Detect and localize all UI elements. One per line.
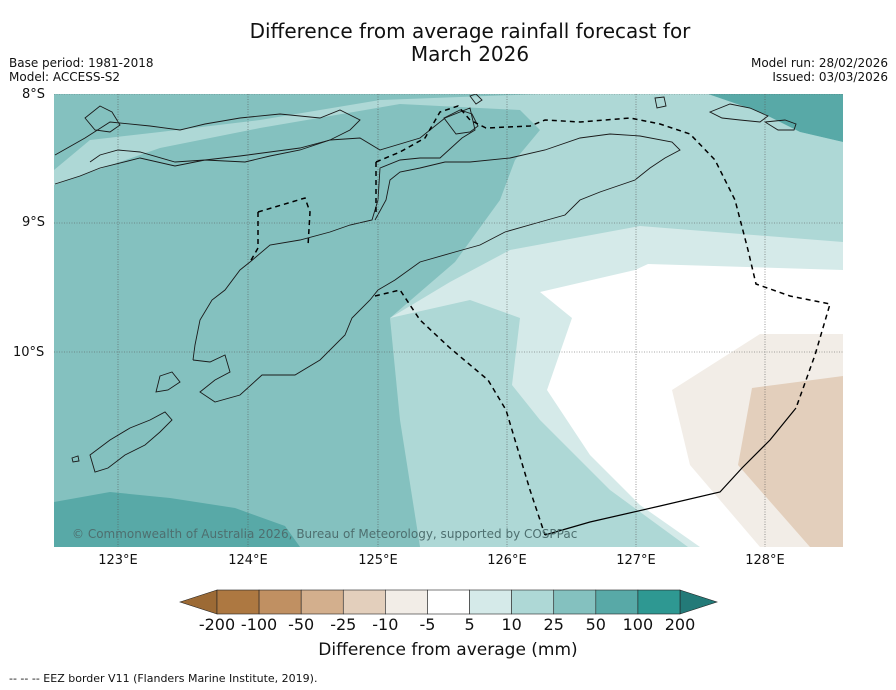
colorbar-tick-label: -10 [372,615,399,634]
lat-label-8s: 8°S [22,87,46,102]
land-border [544,407,797,536]
flores-outline [54,109,361,163]
island-outline-1 [84,105,121,133]
lat-label-9s: 9°S [22,215,46,230]
colorbar-swatch [511,589,555,615]
colorbar-label: Difference from average (mm) [318,640,578,660]
colorbar-swatch [427,589,470,615]
timor-west-outline [54,107,476,361]
colorbar-tick-label: 10 [501,615,522,634]
colorbar-swatch [258,589,302,615]
map-title: Difference from average rainfall forecas… [0,20,896,66]
lon-label-128e: 128°E [745,553,785,568]
colorbar-tick-label: 100 [622,615,654,634]
lon-label-127e: 127°E [616,553,656,568]
colorbar [179,589,718,615]
colorbar-tick-label: -50 [288,615,315,634]
islet-outline [71,455,80,463]
colorbar-tick-label: 200 [664,615,696,634]
island-outline-2 [155,371,181,393]
coastlines [54,94,797,473]
lon-label-123e: 123°E [98,553,138,568]
island-outline-5 [763,119,797,131]
colorbar-tick-label: -5 [419,615,436,634]
colorbar-swatch [342,589,386,615]
model-run: Model run: 28/02/2026 [750,56,888,70]
map-area [54,94,843,547]
meta-left: Base period: 1981-2018 Model: ACCESS-S2 [9,56,154,84]
island-outline-6 [469,94,483,105]
colorbar-swatch [469,589,512,615]
colorbar-tick-label: 5 [464,615,475,634]
rote-island-outline [89,411,173,473]
colorbar-swatch [216,589,260,615]
anomaly-band-100-200-north [708,94,843,142]
colorbar-tick-label: -25 [330,615,357,634]
colorbar-swatch [385,589,428,615]
meta-right: Model run: 28/02/2026 Issued: 03/03/2026 [751,56,888,84]
title-line-2: March 2026 [410,42,530,66]
eez-border [249,105,831,536]
colorbar-swatch [300,589,344,615]
atauro-outline [443,109,479,135]
colorbar-tick-label: 25 [543,615,564,634]
lon-label-124e: 124°E [228,553,268,568]
gridlines [54,94,843,547]
anomaly-band-minus-10-25 [738,376,843,547]
colorbar-extend-low [179,589,218,615]
colorbar-tick-label: 50 [585,615,606,634]
title-line-1: Difference from average rainfall forecas… [249,19,691,43]
lat-label-10s: 10°S [13,345,45,360]
anomaly-band-100-200-south [54,492,300,547]
colorbar-tick-label: -100 [240,615,278,634]
lon-label-126e: 126°E [487,553,527,568]
base-period: Base period: 1981-2018 [9,56,154,70]
copyright-notice: © Commonwealth of Australia 2026, Bureau… [72,527,578,541]
eez-footnote: -- -- -- EEZ border V11 (Flanders Marine… [9,672,318,685]
lon-label-125e: 125°E [358,553,398,568]
colorbar-swatch [595,589,639,615]
timor-east-outline [192,133,681,403]
model-name: Model: ACCESS-S2 [9,70,121,84]
island-outline-4 [708,103,769,123]
colorbar-tick-label: -200 [198,615,236,634]
issued-date: Issued: 03/03/2026 [772,70,888,84]
island-outline-3 [654,96,667,109]
colorbar-swatch [553,589,597,615]
colorbar-swatch [637,589,681,615]
colorbar-extend-high [679,589,718,615]
